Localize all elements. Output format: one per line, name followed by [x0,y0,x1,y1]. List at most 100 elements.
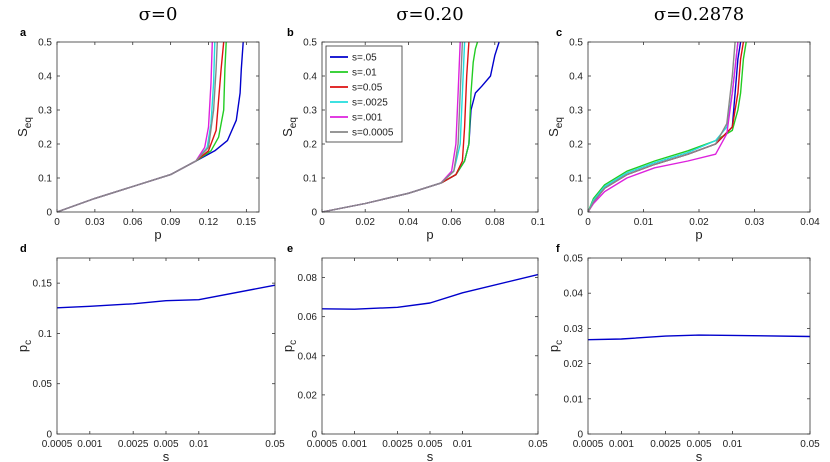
series-line-1 [587,41,747,213]
series-line-5 [587,41,736,213]
y-tick-label: 0.04 [298,351,318,362]
panel-e: e 0.0005 0.001 0.0025 0.005 0.01 0.05 0 0.02 0.04… [280,243,548,462]
y-tick-label: 0.4 [569,72,583,83]
y-tick-label: 0.3 [38,106,52,117]
series-line-3 [587,41,739,213]
series-line-0 [56,41,244,213]
y-tick-label: 0.03 [564,324,584,335]
x-tick-label: 0 [585,217,591,228]
legend-label: s=0.05 [352,83,383,94]
y-tick-label: 0.06 [298,312,318,323]
legend-box [325,45,403,143]
x-tick-label: 0.0025 [118,439,149,450]
panel-letter: d [20,243,27,255]
x-tick-label: 0.0025 [650,439,681,450]
panel-letter: f [556,243,560,255]
y-tick-label: 0.05 [564,254,584,265]
y-tick-label: 0 [311,208,317,219]
x-tick-label: 0.01 [723,439,743,450]
x-tick-label: 0.005 [686,439,711,450]
x-tick-label: 0.0005 [573,439,604,450]
y-tick-label: 0.2 [38,140,52,151]
y-axis-label: Seq [15,117,34,137]
axes-frame [587,257,811,435]
panel-d: d 0.0005 0.001 0.0025 0.005 0.01 0.05 0 0.05 0.1 0… [15,243,285,462]
x-axis-label: p [695,227,702,242]
x-tick-label: 0.12 [199,217,219,228]
series-line-0 [587,334,811,341]
y-axis-label: pc [280,340,299,352]
y-axis-label-main: S [280,128,295,137]
column-title: σ=0.2878 [654,4,744,25]
panel-letter: c [556,27,562,39]
series-line-0 [321,273,539,310]
x-tick-label: 0.02 [355,217,375,228]
y-axis-label: pc [546,340,565,352]
y-tick-label: 0.5 [38,38,52,49]
x-tick-label: 0.05 [800,439,820,450]
y-axis-label-main: S [15,128,30,137]
x-tick-label: 0.04 [800,217,820,228]
y-axis-label-subscript: eq [288,117,299,128]
x-tick-label: 0.06 [442,217,462,228]
series-line-2 [587,41,745,213]
series-line-5 [56,41,218,213]
y-tick-label: 0 [577,208,583,219]
panel-letter: a [20,27,27,39]
column-title: σ=0 [139,4,178,25]
x-tick-label: 0.08 [485,217,505,228]
x-tick-label: 0.005 [153,439,178,450]
y-tick-label: 0.01 [564,394,584,405]
legend: s=.05 s=.01 s=0.05 s=.0025 s=.001 s=0.0005 [325,45,403,143]
y-tick-label: 0.02 [564,359,584,370]
y-axis-label: Seq [280,117,299,137]
x-tick-label: 0.0005 [42,439,73,450]
x-tick-label: 0.001 [77,439,102,450]
y-tick-label: 0.02 [298,390,318,401]
x-tick-label: 0.0025 [382,439,413,450]
y-tick-label: 0.3 [569,106,583,117]
x-tick-label: 0.0005 [307,439,338,450]
y-axis-label-subscript: eq [554,117,565,128]
x-tick-label: 0.001 [342,439,367,450]
y-axis-label-subscript: c [288,340,299,345]
series-line-0 [587,41,742,213]
x-tick-label: 0.04 [399,217,419,228]
y-tick-label: 0.08 [298,273,318,284]
series-line-0 [56,284,276,309]
axes-frame [321,41,539,213]
x-tick-label: 0.09 [161,217,181,228]
x-axis-label: s [163,449,170,462]
legend-label: s=.0025 [352,98,388,109]
x-tick-label: 0.05 [528,439,548,450]
y-axis-label: Seq [546,117,565,137]
y-axis-label-main: p [15,345,30,352]
x-tick-label: 0.01 [634,217,654,228]
series-line-4 [587,41,739,213]
series-line-3 [56,41,216,213]
y-tick-label: 0.1 [38,329,52,340]
axes-frame [56,41,260,213]
x-tick-label: 0.001 [609,439,634,450]
y-tick-label: 0 [46,208,52,219]
y-tick-label: 0.1 [569,174,583,185]
y-tick-label: 0.05 [33,379,53,390]
y-axis-label-main: S [546,128,561,137]
series-line-1 [56,41,227,213]
panel-b: b 0 0.02 0.04 0.06 0.08 0.1 0 0.1 0.2 0.3 0.4 0.5 p Se… [280,27,545,242]
legend-label: s=.001 [352,113,383,124]
x-tick-label: 0.02 [689,217,709,228]
x-tick-label: 0 [54,217,60,228]
x-tick-label: 0.15 [237,217,257,228]
x-axis-label: p [426,227,433,242]
y-tick-label: 0.2 [569,140,583,151]
x-axis-label: s [696,449,703,462]
x-tick-label: 0.1 [531,217,545,228]
y-tick-label: 0.4 [303,72,317,83]
y-tick-label: 0 [311,430,317,441]
y-tick-label: 0.15 [33,279,53,290]
x-axis-label: s [427,449,434,462]
y-tick-label: 0.4 [38,72,52,83]
axes-frame [587,41,811,213]
